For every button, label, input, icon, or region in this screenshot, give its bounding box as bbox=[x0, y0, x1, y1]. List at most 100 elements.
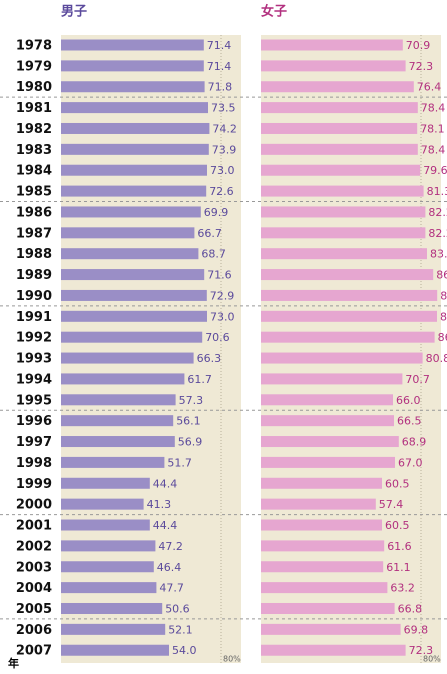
bar bbox=[261, 540, 385, 552]
bar bbox=[61, 373, 185, 385]
bar bbox=[261, 39, 403, 51]
bar bbox=[261, 602, 395, 614]
value-label: 88.1 bbox=[440, 289, 447, 302]
value-label: 72.9 bbox=[210, 289, 235, 302]
y-tick-label: 1982 bbox=[16, 122, 52, 137]
y-axis-label: 年 bbox=[8, 656, 19, 670]
y-tick-label: 1991 bbox=[16, 310, 52, 325]
bar bbox=[61, 540, 156, 552]
value-label: 70.7 bbox=[405, 373, 430, 386]
bar bbox=[61, 185, 207, 197]
bar bbox=[61, 143, 209, 155]
value-label: 66.5 bbox=[397, 415, 422, 428]
y-tick-label: 1997 bbox=[16, 435, 52, 450]
value-label: 83.0 bbox=[430, 248, 447, 261]
bar bbox=[61, 477, 150, 489]
panel-title: 女子 bbox=[261, 4, 287, 20]
y-tick-label: 2006 bbox=[16, 623, 52, 638]
bar bbox=[261, 519, 382, 531]
value-label: 47.2 bbox=[158, 540, 183, 553]
bar bbox=[261, 477, 382, 489]
value-label: 66.8 bbox=[398, 602, 423, 615]
value-label: 88.0 bbox=[440, 310, 447, 323]
y-tick-label: 1990 bbox=[16, 289, 52, 304]
y-tick-label: 2007 bbox=[16, 644, 52, 659]
panel-title: 男子 bbox=[61, 5, 87, 20]
value-label: 63.2 bbox=[390, 582, 415, 595]
bar bbox=[61, 352, 194, 364]
value-label: 51.7 bbox=[167, 456, 192, 469]
bar bbox=[261, 331, 435, 343]
bar bbox=[61, 164, 207, 176]
y-tick-label: 1983 bbox=[16, 143, 52, 158]
y-tick-label: 1994 bbox=[16, 372, 52, 387]
value-label: 73.0 bbox=[210, 164, 235, 177]
y-tick-label: 2000 bbox=[16, 498, 52, 513]
value-label: 57.3 bbox=[179, 394, 204, 407]
x-tick-label: 80% bbox=[423, 655, 441, 664]
value-label: 68.7 bbox=[201, 248, 226, 261]
y-tick-label: 1978 bbox=[16, 39, 52, 54]
value-label: 56.1 bbox=[176, 415, 201, 428]
y-tick-label: 1996 bbox=[16, 414, 52, 429]
y-tick-label: 2005 bbox=[16, 602, 52, 617]
bar bbox=[61, 623, 166, 635]
bar bbox=[61, 498, 144, 510]
value-label: 70.9 bbox=[406, 39, 431, 52]
bar bbox=[61, 415, 174, 427]
panel-background bbox=[261, 35, 441, 663]
bar bbox=[261, 227, 426, 239]
y-tick-label: 1979 bbox=[16, 59, 52, 74]
bar bbox=[261, 269, 434, 281]
bar bbox=[61, 436, 175, 448]
value-label: 71.8 bbox=[208, 81, 233, 94]
value-label: 70.6 bbox=[205, 331, 230, 344]
value-label: 71.4 bbox=[207, 39, 232, 52]
value-label: 66.0 bbox=[396, 394, 421, 407]
bar bbox=[261, 185, 424, 197]
bar bbox=[61, 39, 204, 51]
bar bbox=[261, 206, 426, 218]
bar bbox=[261, 582, 388, 594]
y-tick-label: 1987 bbox=[16, 226, 52, 241]
y-tick-label: 1984 bbox=[16, 164, 52, 179]
value-label: 78.4 bbox=[421, 102, 446, 115]
bar bbox=[61, 561, 154, 573]
value-label: 46.4 bbox=[157, 561, 182, 574]
bar bbox=[61, 102, 208, 114]
bar bbox=[61, 122, 210, 134]
value-label: 74.2 bbox=[212, 122, 237, 135]
value-label: 60.5 bbox=[385, 477, 410, 490]
bar bbox=[261, 623, 401, 635]
bar bbox=[261, 164, 421, 176]
value-label: 82.2 bbox=[428, 227, 447, 240]
value-label: 60.5 bbox=[385, 519, 410, 532]
value-label: 79.6 bbox=[423, 164, 447, 177]
bar bbox=[261, 352, 423, 364]
bar bbox=[61, 602, 163, 614]
y-tick-label: 1995 bbox=[16, 393, 52, 408]
bar bbox=[261, 498, 376, 510]
value-label: 81.3 bbox=[427, 185, 447, 198]
bar bbox=[261, 102, 418, 114]
y-tick-label: 2002 bbox=[16, 539, 52, 554]
y-tick-label: 1989 bbox=[16, 268, 52, 283]
bar bbox=[261, 81, 414, 93]
value-label: 44.4 bbox=[153, 519, 178, 532]
y-tick-label: 1988 bbox=[16, 247, 52, 262]
value-label: 73.0 bbox=[210, 310, 235, 323]
bar bbox=[61, 331, 203, 343]
value-label: 71.4 bbox=[207, 60, 232, 73]
value-label: 68.9 bbox=[402, 436, 427, 449]
y-tick-label: 1986 bbox=[16, 205, 52, 220]
value-label: 41.3 bbox=[147, 498, 172, 511]
bar bbox=[261, 289, 438, 301]
value-label: 54.0 bbox=[172, 644, 197, 657]
bar bbox=[61, 519, 150, 531]
value-label: 78.4 bbox=[421, 143, 446, 156]
value-label: 72.3 bbox=[409, 60, 434, 73]
value-label: 72.3 bbox=[409, 644, 434, 657]
value-label: 67.0 bbox=[398, 456, 423, 469]
bar bbox=[261, 122, 418, 134]
